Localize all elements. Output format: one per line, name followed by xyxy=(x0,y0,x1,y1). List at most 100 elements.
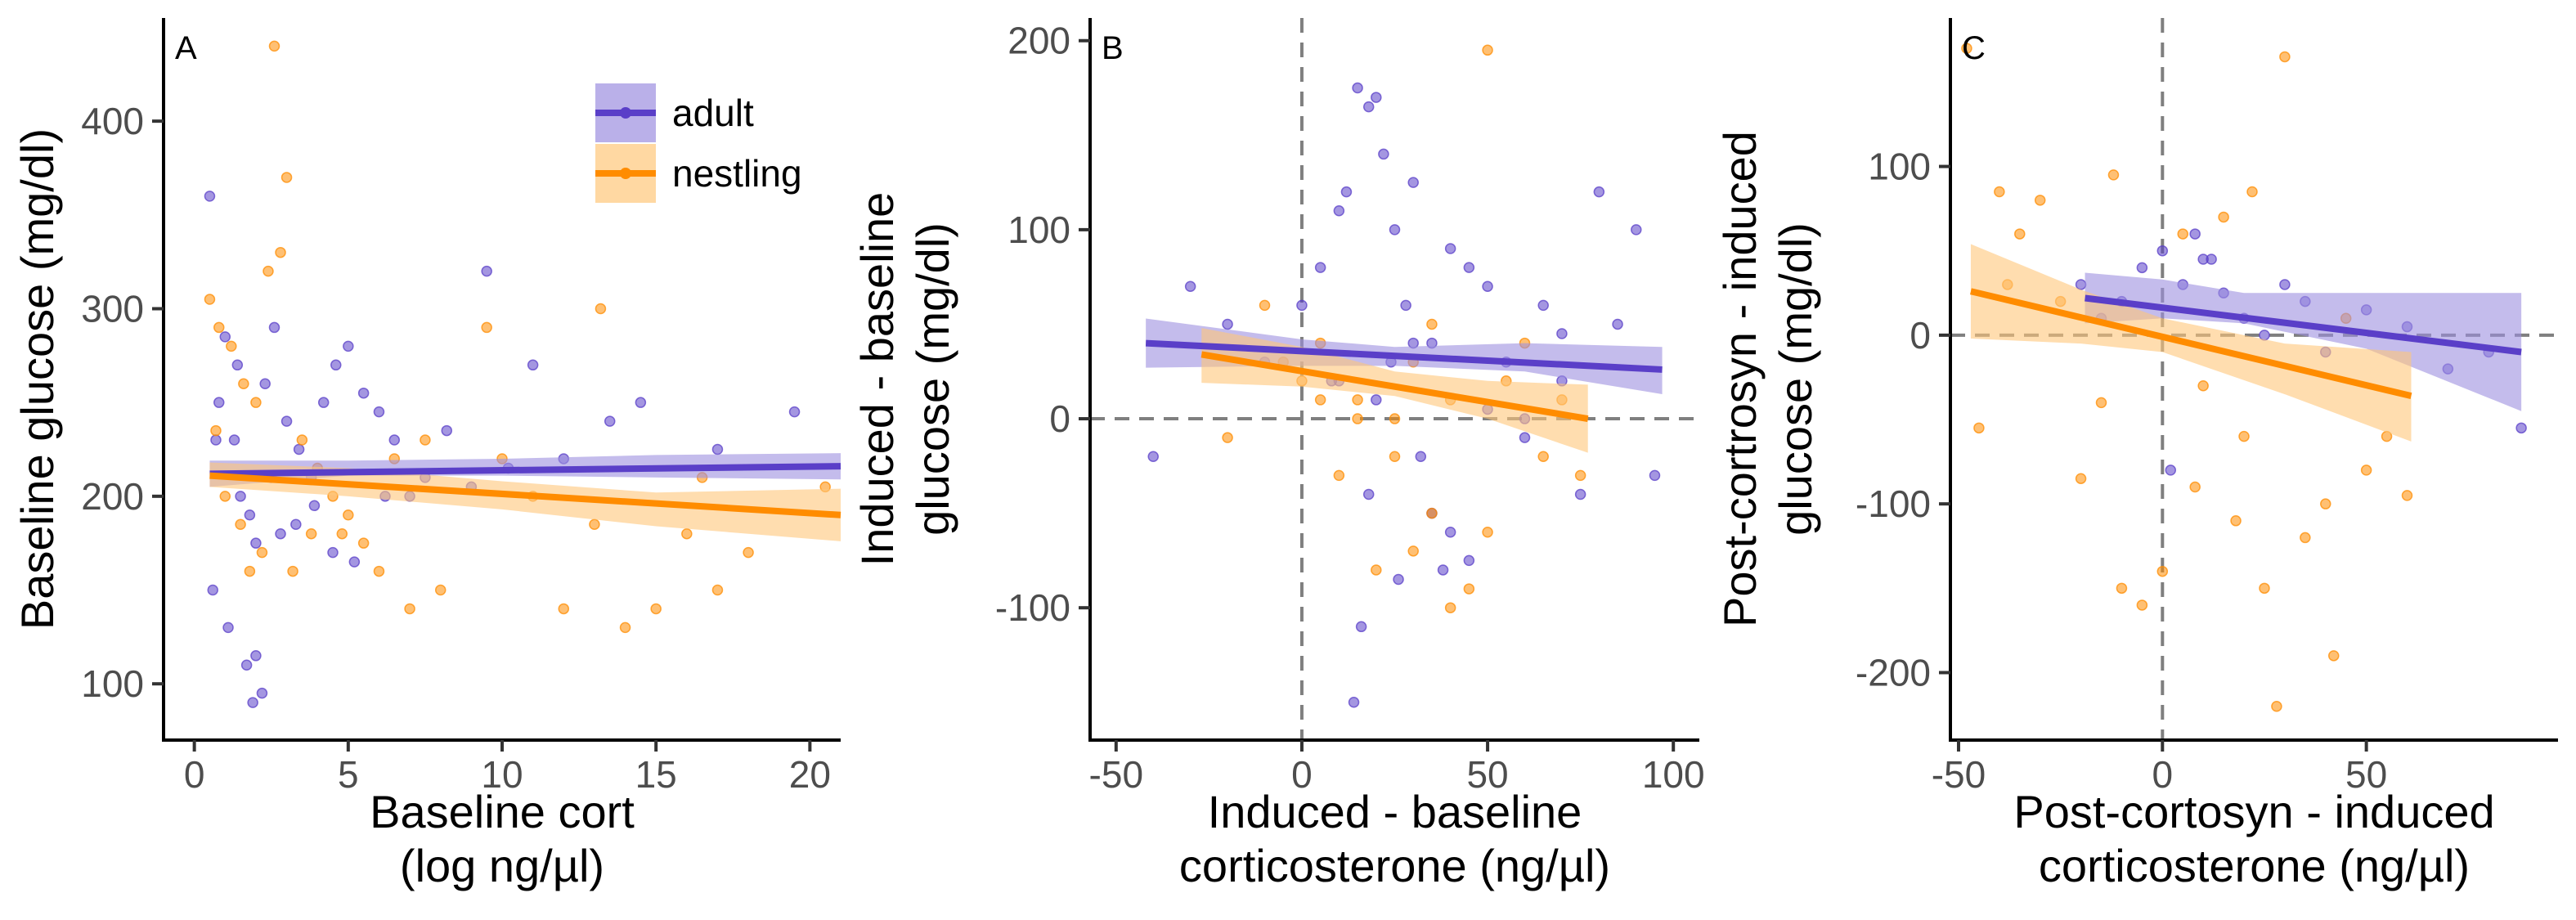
panel-a-nestling-point xyxy=(275,246,286,258)
panel-b-nestling-point xyxy=(1371,564,1382,576)
panel-b-y-tick-label: -100 xyxy=(995,586,1070,629)
panel-b-nestling-point xyxy=(1426,318,1438,330)
panel-a-x-tick-label: 0 xyxy=(184,753,205,796)
panel-a-adult-point xyxy=(222,622,234,634)
panel-c-adult-point xyxy=(2515,422,2527,434)
panel-a-nestling-point xyxy=(305,527,317,540)
panel-c-adult-point xyxy=(2156,245,2169,257)
panel-b-nestling-point xyxy=(1574,469,1586,482)
panel-b-adult-point xyxy=(1355,621,1367,633)
panel-b-adult-point xyxy=(1407,177,1419,188)
panel-a-x-axis-title: Baseline cort xyxy=(370,786,635,837)
panel-a-adult-point xyxy=(268,321,280,334)
panel-a-y-tick-label: 200 xyxy=(81,475,144,518)
panel-c-nestling-point xyxy=(2271,700,2282,712)
panel-b-adult-point xyxy=(1314,262,1326,273)
panel-c-adult-point xyxy=(2136,262,2148,274)
panel-c-nestling-point xyxy=(2259,582,2270,595)
panel-a-adult-point xyxy=(343,340,354,352)
panel-c-nestling-point xyxy=(2107,169,2120,181)
panel-a-adult-point xyxy=(228,434,240,446)
panel-b-y-tick-label: 200 xyxy=(1008,20,1070,62)
panel-c-nestling-point xyxy=(2197,380,2209,392)
panel-b-adult-point xyxy=(1519,432,1531,443)
panel-b-adult-fit-line xyxy=(1145,339,1663,373)
panel-a-nestling-point xyxy=(434,584,447,596)
panel-a-adult-point xyxy=(788,406,801,418)
panel-b-adult-point xyxy=(1362,101,1375,113)
panel-a-y-tick-label: 300 xyxy=(81,287,144,330)
panel-c-nestling-point xyxy=(1994,186,2005,198)
panel-a-nestling-point xyxy=(681,527,693,540)
panel-a-nestling-point xyxy=(204,294,216,305)
panel-a-adult-point xyxy=(250,537,262,549)
panel-c-adult-point xyxy=(2279,279,2291,290)
panel-c-nestling-point xyxy=(2300,532,2311,544)
panel-a-x-tick-label: 20 xyxy=(789,753,831,796)
legend: adult nestling xyxy=(595,83,802,203)
panel-a-nestling-point xyxy=(743,546,754,559)
panel-b-nestling-point xyxy=(1222,432,1233,443)
panel-a-adult-point xyxy=(213,397,225,408)
panel-a-nestling-point xyxy=(357,537,370,549)
legend-adult-point xyxy=(620,107,631,119)
panel-b-adult-point xyxy=(1184,280,1196,292)
panel-a-adult-point xyxy=(308,500,321,512)
panel-a-adult-point xyxy=(204,191,216,202)
panel-a-nestling-point xyxy=(595,303,607,315)
panel-b-adult-point xyxy=(1371,394,1382,406)
panel-c-y-tick-label: 0 xyxy=(1910,314,1931,357)
panel-b-nestling-point xyxy=(1352,413,1363,424)
panel-a-x-tick-label: 10 xyxy=(481,753,523,796)
panel-a-nestling-point xyxy=(250,397,262,408)
panel-c-nestling-point xyxy=(2116,582,2128,595)
panel-b-nestling-point xyxy=(1463,583,1475,595)
panel-a-adult-point xyxy=(388,434,401,446)
panel-a-adult-point xyxy=(244,509,256,521)
panel-a-adult-point xyxy=(207,584,218,596)
panel-c-y-tick-label: -200 xyxy=(1856,651,1931,693)
panel-a-nestling-point xyxy=(558,603,570,615)
panel-a-y-axis-title: Baseline glucose (mg/dl) xyxy=(11,128,63,630)
panel-a-adult-point xyxy=(210,434,222,446)
panel-a-nestling-point xyxy=(420,434,431,446)
panel-c-nestling-point xyxy=(2230,515,2242,527)
panel-b-nestling-point xyxy=(1314,394,1326,406)
panel-c-adult-confidence-band xyxy=(2085,272,2522,411)
panel-b-adult-point xyxy=(1593,186,1605,198)
panel-a-nestling-point xyxy=(287,565,298,577)
panel-a-adult-point xyxy=(240,659,253,671)
panel-c-nestling-point xyxy=(2401,490,2413,501)
panel-a-nestling-point xyxy=(373,565,385,577)
panel-c-nestling-point xyxy=(2014,228,2026,240)
panel-a-nestling-point xyxy=(589,518,600,530)
panel-a-adult-point xyxy=(373,406,385,418)
panel-a-nestling-point xyxy=(481,321,492,334)
panel-a-adult-point xyxy=(247,697,258,708)
panel-b-nestling-point xyxy=(1482,526,1493,538)
panel-c-nestling-point xyxy=(2218,211,2229,223)
panel-b-nestling-point xyxy=(1407,545,1419,557)
panel-c-x-tick-label: 0 xyxy=(2152,753,2174,796)
panel-c-x-axis-title: corticosterone (ng/µl) xyxy=(2039,840,2470,891)
panel-a-nestling-point xyxy=(226,340,237,352)
panel-b-x-tick-label: 50 xyxy=(1466,753,1508,796)
panel-a-adult-point xyxy=(327,546,339,559)
panel-b-nestling-point xyxy=(1352,394,1363,406)
panel-a-nestling-confidence-band xyxy=(209,462,841,541)
panel-b-adult-point xyxy=(1444,526,1456,538)
panel-a-nestling-fit-line xyxy=(209,472,841,518)
panel-b-nestling-point xyxy=(1259,299,1271,312)
panel-b-adult-point xyxy=(1649,469,1661,482)
panel-b-y-tick-label: 100 xyxy=(1008,209,1070,251)
panel-a-adult-point xyxy=(275,527,286,540)
panel-b-x-tick-label: 100 xyxy=(1642,753,1705,796)
panel-b-nestling-fit-line xyxy=(1200,351,1589,422)
panel-b-adult-point xyxy=(1362,488,1375,500)
panel-b-x-axis-title: corticosterone (ng/µl) xyxy=(1179,840,1610,891)
panel-b-nestling-point xyxy=(1444,602,1456,613)
panel-b-adult-point xyxy=(1340,186,1353,198)
panel-b-x-tick-label: 0 xyxy=(1291,753,1313,796)
panel-a-x-tick-label: 15 xyxy=(635,753,677,796)
legend-adult-label: adult xyxy=(672,92,754,134)
